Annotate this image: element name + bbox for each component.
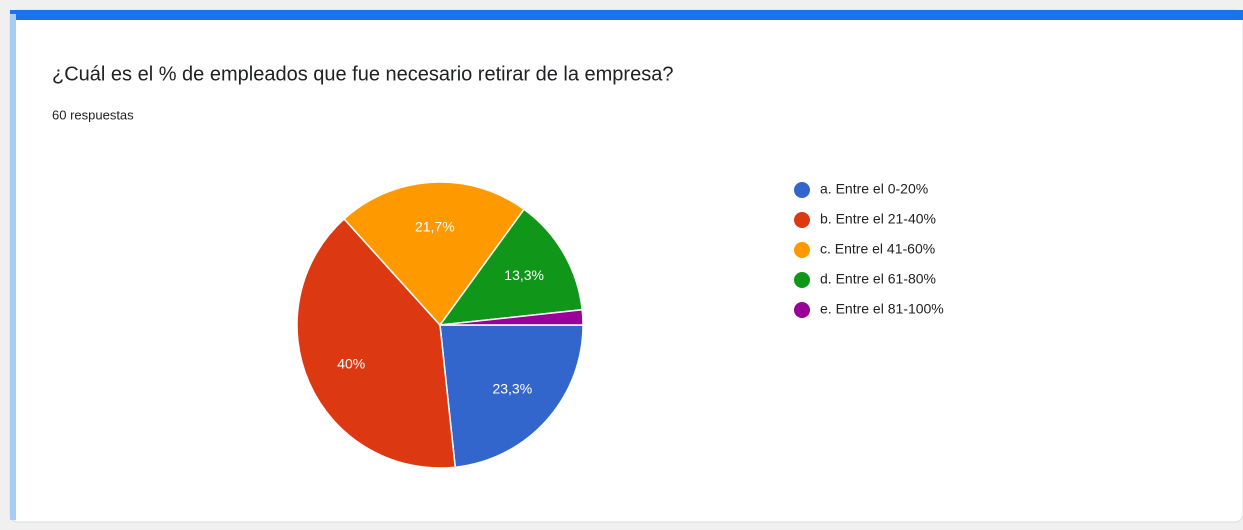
legend-marker — [794, 302, 810, 318]
legend-marker — [794, 272, 810, 288]
slice-label: 13,3% — [504, 267, 544, 283]
pie-slice — [296, 217, 457, 469]
legend-marker — [794, 182, 810, 198]
legend-label: d. Entre el 61-80% — [820, 271, 936, 287]
legend-label: c. Entre el 41-60% — [820, 241, 935, 257]
pie-slice — [343, 181, 526, 327]
legend-label: a. Entre el 0-20% — [820, 181, 928, 197]
chart-subtitle: 60 respuestas — [52, 107, 134, 122]
card — [9, 9, 1243, 523]
slice-label: 40% — [337, 355, 365, 371]
legend-marker — [794, 242, 810, 258]
slice-label: 23,3% — [492, 381, 532, 397]
legend-label: e. Entre el 81-100% — [820, 301, 944, 317]
pie-slice — [439, 324, 584, 469]
pie-slice — [439, 308, 584, 326]
legend-marker — [794, 212, 810, 228]
card-top-bar — [10, 10, 1243, 20]
slice-label: 21,7% — [415, 219, 455, 235]
legend-label: b. Entre el 21-40% — [820, 211, 936, 227]
card-left-bar — [10, 14, 16, 520]
pie-slice — [438, 208, 584, 326]
chart-title: ¿Cuál es el % de empleados que fue neces… — [52, 63, 673, 85]
